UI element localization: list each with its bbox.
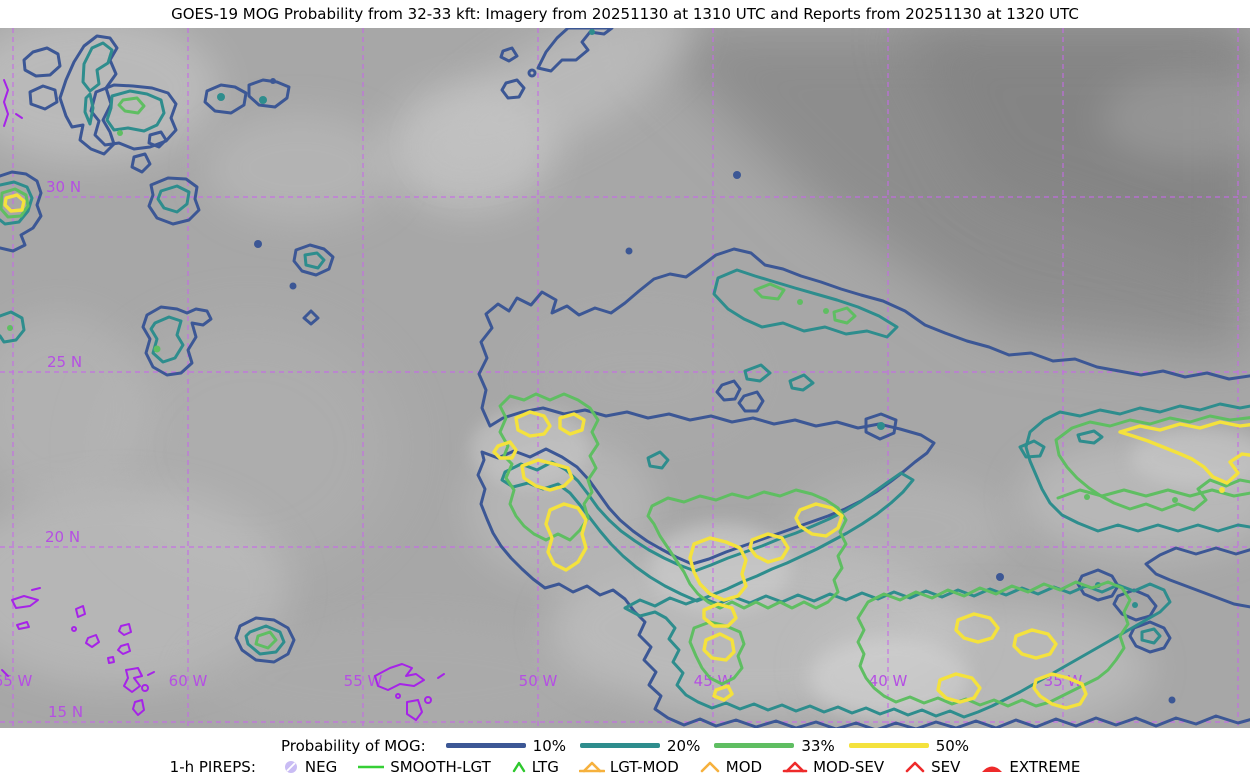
lat-label-30n: 30 N bbox=[46, 178, 81, 196]
legend-item-20pct: 20% bbox=[580, 737, 700, 755]
graticule bbox=[0, 28, 1250, 728]
extreme-icon bbox=[982, 766, 1003, 772]
pireps-legend-row: 1-h PIREPS: NEG SMOOTH-LGT LTG bbox=[170, 758, 1081, 776]
contours-33pct bbox=[0, 96, 1250, 708]
mog-legend-row: Probability of MOG: 10% 20% 33% 50% bbox=[281, 737, 969, 755]
sev-icon bbox=[905, 761, 925, 772]
swatch-10pct-line bbox=[445, 743, 526, 748]
satellite-map-canvas: 30 N 25 N 20 N 15 N 65 W 60 W 55 W 50 W … bbox=[0, 28, 1250, 728]
lgt-mod-label: LGT-MOD bbox=[609, 757, 679, 776]
swatch-20pct-line bbox=[580, 743, 661, 748]
legend-item-extreme: EXTREME bbox=[980, 758, 1080, 776]
legend: Probability of MOG: 10% 20% 33% 50% 1-h … bbox=[0, 728, 1250, 782]
figure-title: GOES-19 MOG Probability from 32-33 kft: … bbox=[171, 5, 1079, 23]
legend-20pct-label: 20% bbox=[667, 736, 701, 755]
lat-label-15n: 15 N bbox=[48, 703, 83, 721]
legend-item-neg: NEG bbox=[282, 758, 337, 776]
coastlines bbox=[1, 79, 445, 721]
smooth-lgt-icon bbox=[358, 765, 385, 768]
legend-item-mod-sev: MOD-SEV bbox=[782, 758, 884, 776]
legend-item-lgt-mod: LGT-MOD bbox=[578, 757, 679, 776]
legend-50pct-label: 50% bbox=[935, 736, 970, 755]
contours-20pct bbox=[0, 29, 1250, 719]
contours-50pct bbox=[3, 193, 1250, 710]
satellite-map: 30 N 25 N 20 N 15 N 65 W 60 W 55 W 50 W … bbox=[0, 28, 1250, 728]
ltg-label: LTG bbox=[531, 757, 559, 776]
lon-label-40w: 40 W bbox=[869, 672, 908, 690]
legend-33pct-label: 33% bbox=[801, 736, 835, 755]
legend-item-ltg: LTG bbox=[511, 758, 559, 776]
satellite-imagery bbox=[0, 28, 1250, 728]
legend-item-33pct: 33% bbox=[714, 736, 835, 755]
lgt-mod-icon bbox=[578, 761, 605, 772]
extreme-label: EXTREME bbox=[1009, 757, 1081, 776]
lon-label-65w: 65 W bbox=[0, 672, 33, 690]
mod-label: MOD bbox=[725, 757, 763, 776]
lon-label-35w: 35 W bbox=[1044, 672, 1083, 690]
smooth-lgt-label: SMOOTH-LGT bbox=[390, 757, 491, 776]
swatch-33pct-line bbox=[714, 743, 795, 748]
legend-item-sev: SEV bbox=[904, 758, 960, 776]
swatch-50pct-line bbox=[848, 743, 929, 748]
legend-item-smooth-lgt: SMOOTH-LGT bbox=[357, 758, 491, 776]
mod-sev-label: MOD-SEV bbox=[813, 757, 885, 776]
graticule-labels: 30 N 25 N 20 N 15 N 65 W 60 W 55 W 50 W … bbox=[0, 178, 1083, 721]
ltg-icon bbox=[512, 761, 525, 772]
legend-10pct-label: 10% bbox=[532, 736, 567, 755]
mog-legend-label: Probability of MOG: bbox=[280, 736, 426, 755]
pireps-legend-label: 1-h PIREPS: bbox=[169, 757, 256, 776]
legend-item-50pct: 50% bbox=[848, 736, 970, 755]
neg-label: NEG bbox=[304, 757, 338, 776]
legend-item-mod: MOD bbox=[699, 758, 762, 776]
neg-icon bbox=[284, 760, 297, 773]
lat-label-25n: 25 N bbox=[47, 353, 82, 371]
mod-sev-icon bbox=[782, 761, 808, 772]
legend-item-10pct: 10% bbox=[445, 736, 567, 755]
mod-icon bbox=[700, 761, 720, 772]
sev-label: SEV bbox=[931, 757, 961, 776]
lon-label-55w: 55 W bbox=[344, 672, 383, 690]
lon-label-50w: 50 W bbox=[519, 672, 558, 690]
figure-title-bar: GOES-19 MOG Probability from 32-33 kft: … bbox=[0, 0, 1250, 28]
lon-label-60w: 60 W bbox=[169, 672, 208, 690]
lat-label-20n: 20 N bbox=[45, 528, 80, 546]
